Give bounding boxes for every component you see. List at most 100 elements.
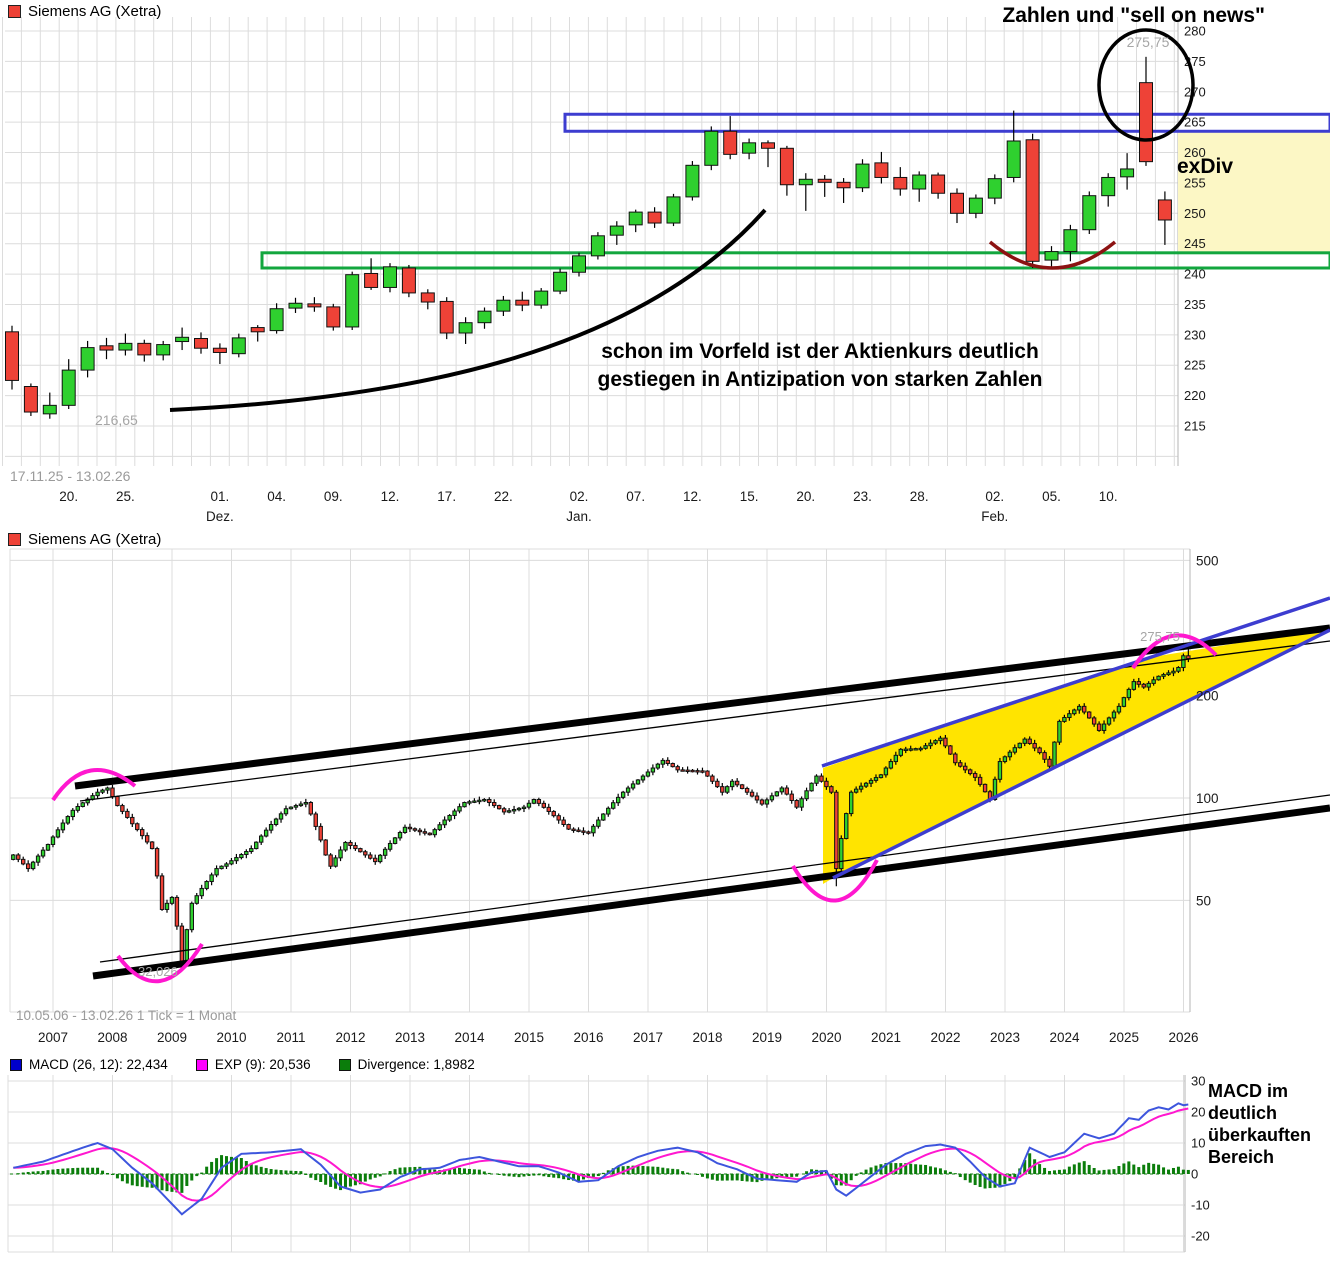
svg-text:230: 230 bbox=[1184, 327, 1206, 342]
svg-text:2017: 2017 bbox=[633, 1030, 663, 1045]
channel-lines bbox=[74, 624, 1330, 980]
svg-text:2016: 2016 bbox=[573, 1030, 603, 1045]
macd-y-axis: 30 20 10 0 -10 -20 bbox=[1191, 1074, 1210, 1244]
monthly-chart-title: Siemens AG (Xetra) bbox=[28, 531, 162, 548]
annotation-note-line1: schon im Vorfeld ist der Aktienkurs deut… bbox=[601, 340, 1039, 363]
exp-line bbox=[13, 1107, 1189, 1202]
svg-text:255: 255 bbox=[1184, 175, 1206, 190]
svg-text:12.: 12. bbox=[683, 489, 702, 504]
monthly-candles bbox=[11, 648, 1191, 967]
monthly-y-axis: 500 200 100 50 bbox=[1196, 553, 1219, 908]
svg-text:05.: 05. bbox=[1042, 489, 1061, 504]
svg-text:-20: -20 bbox=[1191, 1229, 1210, 1244]
svg-text:2015: 2015 bbox=[514, 1030, 544, 1045]
svg-text:2021: 2021 bbox=[871, 1030, 901, 1045]
daily-chart-legend: Siemens AG (Xetra) bbox=[8, 3, 161, 20]
svg-text:25.: 25. bbox=[116, 489, 135, 504]
svg-text:280: 280 bbox=[1184, 24, 1206, 39]
svg-text:-10: -10 bbox=[1191, 1198, 1210, 1213]
svg-text:20.: 20. bbox=[59, 489, 78, 504]
svg-text:240: 240 bbox=[1184, 267, 1206, 282]
svg-text:10.: 10. bbox=[1099, 489, 1118, 504]
svg-text:2024: 2024 bbox=[1049, 1030, 1080, 1045]
svg-text:2025: 2025 bbox=[1109, 1030, 1139, 1045]
svg-text:Jan.: Jan. bbox=[566, 509, 592, 524]
svg-text:2022: 2022 bbox=[930, 1030, 960, 1045]
svg-text:20: 20 bbox=[1191, 1105, 1205, 1120]
divergence-swatch-icon bbox=[338, 1058, 351, 1071]
divergence-legend-label: Divergence: 1,8982 bbox=[357, 1057, 475, 1072]
macd-legend-label: MACD (26, 12): 22,434 bbox=[29, 1057, 168, 1072]
svg-text:20.: 20. bbox=[796, 489, 815, 504]
daily-chart-canvas: 2802752702652602552502452402352302252202… bbox=[2, 17, 1330, 524]
svg-text:30: 30 bbox=[1191, 1074, 1205, 1089]
svg-text:01.: 01. bbox=[211, 489, 230, 504]
svg-text:245: 245 bbox=[1184, 236, 1206, 251]
svg-text:500: 500 bbox=[1196, 553, 1219, 568]
svg-text:100: 100 bbox=[1196, 791, 1219, 806]
annotation-note-line2: gestiegen in Antizipation von starken Za… bbox=[597, 368, 1043, 391]
svg-text:2013: 2013 bbox=[395, 1030, 425, 1045]
svg-text:07.: 07. bbox=[626, 489, 645, 504]
svg-text:250: 250 bbox=[1184, 206, 1206, 221]
svg-text:270: 270 bbox=[1184, 84, 1206, 99]
macd-grid bbox=[7, 1075, 1186, 1253]
svg-text:2019: 2019 bbox=[752, 1030, 782, 1045]
svg-text:32,026: 32,026 bbox=[138, 964, 178, 979]
support-band bbox=[260, 251, 1330, 270]
svg-text:Dez.: Dez. bbox=[206, 509, 234, 524]
daily-date-range: 17.11.25 - 13.02.26 bbox=[10, 468, 131, 484]
resistance-box bbox=[563, 112, 1330, 133]
daily-x-axis: 20. 25. 01. Dez. 04. 09. 12. 17. 22. 02. Jan. 07. 12… bbox=[59, 489, 1117, 524]
svg-text:12.: 12. bbox=[381, 489, 400, 504]
macd-line bbox=[13, 1102, 1189, 1216]
macd-swatch-icon bbox=[10, 1058, 22, 1071]
svg-text:275,75: 275,75 bbox=[1140, 629, 1180, 644]
macd-legend: MACD (26, 12): 22,434 EXP (9): 20,536 Di… bbox=[10, 1057, 503, 1072]
annotation-headline: Zahlen und "sell on news" bbox=[1002, 4, 1265, 27]
svg-text:260: 260 bbox=[1184, 145, 1206, 160]
svg-text:04.: 04. bbox=[267, 489, 286, 504]
annotation-macd-note: MACD im deutlich überkauften Bereich bbox=[1208, 1081, 1312, 1167]
svg-text:10: 10 bbox=[1191, 1136, 1205, 1151]
svg-text:2020: 2020 bbox=[811, 1030, 841, 1045]
daily-grid bbox=[2, 17, 1179, 466]
svg-text:09.: 09. bbox=[324, 489, 343, 504]
svg-text:235: 235 bbox=[1184, 297, 1206, 312]
svg-text:275,75: 275,75 bbox=[1127, 34, 1170, 50]
svg-text:225: 225 bbox=[1184, 358, 1206, 373]
annotation-exdiv: exDiv bbox=[1177, 155, 1234, 178]
exdiv-highlight-zone bbox=[1178, 131, 1330, 253]
macd-chart-canvas: 30 20 10 0 -10 -20 bbox=[7, 1074, 1210, 1253]
svg-text:2011: 2011 bbox=[276, 1030, 305, 1045]
daily-price-labels: 216,65 275,75 bbox=[95, 34, 1170, 428]
svg-text:23.: 23. bbox=[853, 489, 872, 504]
svg-text:220: 220 bbox=[1184, 388, 1206, 403]
exp-legend-item: EXP (9): 20,536 bbox=[195, 1057, 311, 1072]
divergence-legend-item: Divergence: 1,8982 bbox=[338, 1057, 475, 1072]
svg-text:2026: 2026 bbox=[1168, 1030, 1198, 1045]
monthly-chart-legend: Siemens AG (Xetra) bbox=[8, 531, 161, 548]
svg-text:215: 215 bbox=[1184, 419, 1206, 434]
svg-text:2010: 2010 bbox=[216, 1030, 246, 1045]
svg-text:0: 0 bbox=[1191, 1167, 1198, 1182]
svg-text:02.: 02. bbox=[570, 489, 589, 504]
svg-text:2018: 2018 bbox=[692, 1030, 722, 1045]
legend-swatch-icon bbox=[8, 533, 21, 546]
svg-text:2009: 2009 bbox=[157, 1030, 187, 1045]
macd-legend-item: MACD (26, 12): 22,434 bbox=[10, 1057, 168, 1072]
svg-text:2007: 2007 bbox=[38, 1030, 68, 1045]
rounding-arc bbox=[988, 240, 1117, 270]
monthly-x-axis: 2007 2008 2009 2010 2011 2012 2013 2014 2015 2016… bbox=[38, 1030, 1199, 1045]
svg-text:2012: 2012 bbox=[335, 1030, 365, 1045]
svg-text:15.: 15. bbox=[740, 489, 759, 504]
divergence-histogram bbox=[16, 1153, 1190, 1193]
svg-text:17.: 17. bbox=[437, 489, 456, 504]
rounding-arcs bbox=[51, 633, 1218, 984]
svg-text:22.: 22. bbox=[494, 489, 513, 504]
annotation-note: schon im Vorfeld ist der Aktienkurs deut… bbox=[560, 338, 1080, 394]
svg-text:Feb.: Feb. bbox=[981, 509, 1008, 524]
svg-text:02.: 02. bbox=[985, 489, 1004, 504]
svg-text:50: 50 bbox=[1196, 893, 1211, 908]
